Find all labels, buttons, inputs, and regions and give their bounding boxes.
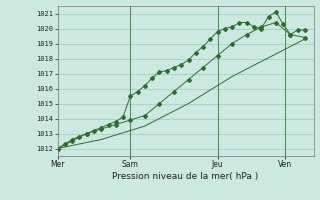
X-axis label: Pression niveau de la mer( hPa ): Pression niveau de la mer( hPa ) (112, 172, 259, 181)
